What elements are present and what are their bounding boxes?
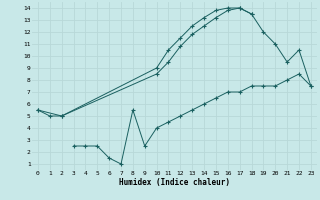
X-axis label: Humidex (Indice chaleur): Humidex (Indice chaleur) xyxy=(119,178,230,187)
